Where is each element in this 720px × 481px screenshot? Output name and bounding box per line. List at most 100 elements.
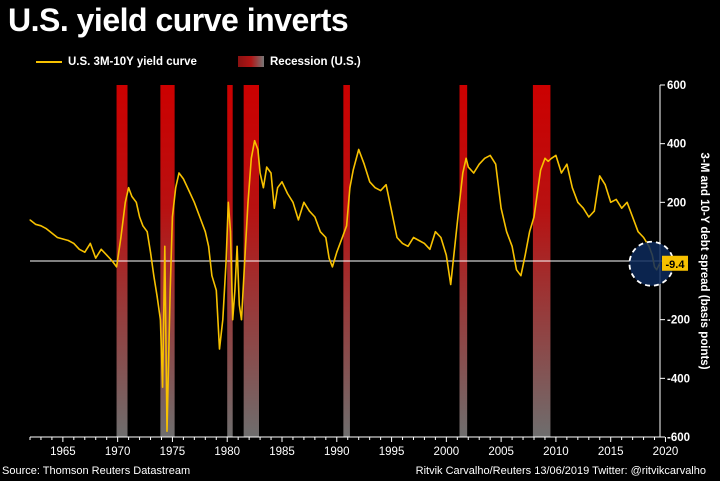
legend-line-label: U.S. 3M-10Y yield curve [68, 56, 197, 68]
data-point [270, 172, 272, 174]
data-point [254, 140, 256, 142]
data-point [78, 248, 80, 250]
x-tick-label: 1990 [324, 446, 350, 458]
x-tick-label: 1975 [160, 446, 186, 458]
y-tick-label: 200 [667, 197, 686, 209]
data-point [336, 251, 338, 253]
legend-line-swatch [36, 60, 62, 63]
data-point [308, 210, 310, 212]
data-point [429, 248, 431, 250]
data-point [363, 163, 365, 165]
data-point [161, 386, 164, 388]
data-point [178, 172, 180, 174]
data-point [225, 260, 227, 262]
data-point [171, 216, 174, 218]
data-point [51, 232, 53, 234]
data-point [450, 283, 452, 286]
data-point [462, 172, 464, 174]
data-point [369, 181, 371, 183]
legend-line-entry: U.S. 3M-10Y yield curve [36, 56, 197, 68]
data-point [604, 184, 606, 186]
data-point [286, 192, 289, 195]
data-point [120, 236, 122, 239]
data-point [374, 187, 376, 189]
latest-value-badge [662, 255, 688, 271]
data-point [266, 166, 268, 168]
y-axis-label: 3-M and 10-Y debt spread (basis points) [698, 152, 710, 369]
data-point [175, 187, 177, 189]
data-point [193, 201, 195, 203]
data-point [412, 236, 415, 239]
data-point [303, 201, 305, 203]
data-point [67, 239, 69, 242]
data-point [571, 187, 573, 189]
data-point [547, 160, 549, 162]
data-point [458, 201, 461, 203]
data-point [314, 216, 316, 218]
data-point [473, 172, 475, 174]
data-point [500, 207, 502, 209]
series-layer [29, 139, 661, 432]
legend-recession-entry: Recession (U.S.) [238, 56, 361, 68]
data-point [352, 169, 354, 171]
data-point [341, 236, 343, 239]
data-point [149, 251, 152, 253]
data-point [637, 231, 639, 233]
data-point [250, 157, 252, 159]
axes: -600-400-2000200400600196519701975198019… [29, 80, 710, 458]
data-point [599, 175, 601, 177]
data-point [495, 163, 497, 165]
data-point [401, 242, 404, 244]
x-tick-label: 2005 [488, 446, 514, 458]
data-point [626, 201, 628, 203]
data-point [319, 231, 321, 233]
data-point [135, 201, 137, 203]
data-point [227, 201, 229, 203]
data-point [273, 207, 275, 209]
data-point [153, 275, 155, 277]
data-point [615, 198, 617, 200]
data-point [156, 295, 158, 297]
legend-recession-label: Recession (U.S.) [270, 56, 361, 68]
latest-value-label: -9.4 [666, 259, 686, 271]
data-point [484, 157, 486, 159]
data-point [385, 184, 387, 186]
data-point [524, 254, 526, 256]
x-tick-label: 1985 [269, 446, 295, 458]
x-tick-label: 1995 [379, 446, 405, 458]
data-point [297, 219, 300, 221]
data-point [142, 225, 144, 227]
data-point [238, 304, 240, 306]
data-point [331, 266, 333, 268]
x-tick-label: 1970 [105, 446, 131, 458]
data-point [236, 245, 238, 247]
data-point [124, 201, 126, 203]
data-point [515, 269, 518, 271]
data-point [188, 190, 190, 192]
data-point [349, 187, 351, 189]
x-tick-label: 1980 [214, 446, 240, 458]
data-point [281, 181, 283, 183]
x-tick-label: 2000 [434, 446, 460, 458]
data-point [89, 242, 91, 244]
data-point [407, 245, 409, 247]
data-point [418, 239, 420, 242]
data-point [390, 210, 393, 212]
data-point [467, 166, 469, 168]
data-point [244, 260, 246, 262]
data-point [56, 236, 58, 239]
y-tick-label: 600 [667, 80, 686, 92]
data-point [511, 245, 513, 247]
data-point [346, 225, 348, 227]
data-point [610, 201, 612, 203]
data-point [544, 157, 546, 159]
data-point [632, 216, 634, 218]
data-point [100, 248, 102, 250]
data-point [642, 236, 645, 239]
data-point [166, 430, 168, 432]
data-point [277, 187, 279, 189]
data-point [529, 231, 531, 233]
data-point [434, 231, 436, 233]
data-point [328, 257, 330, 259]
